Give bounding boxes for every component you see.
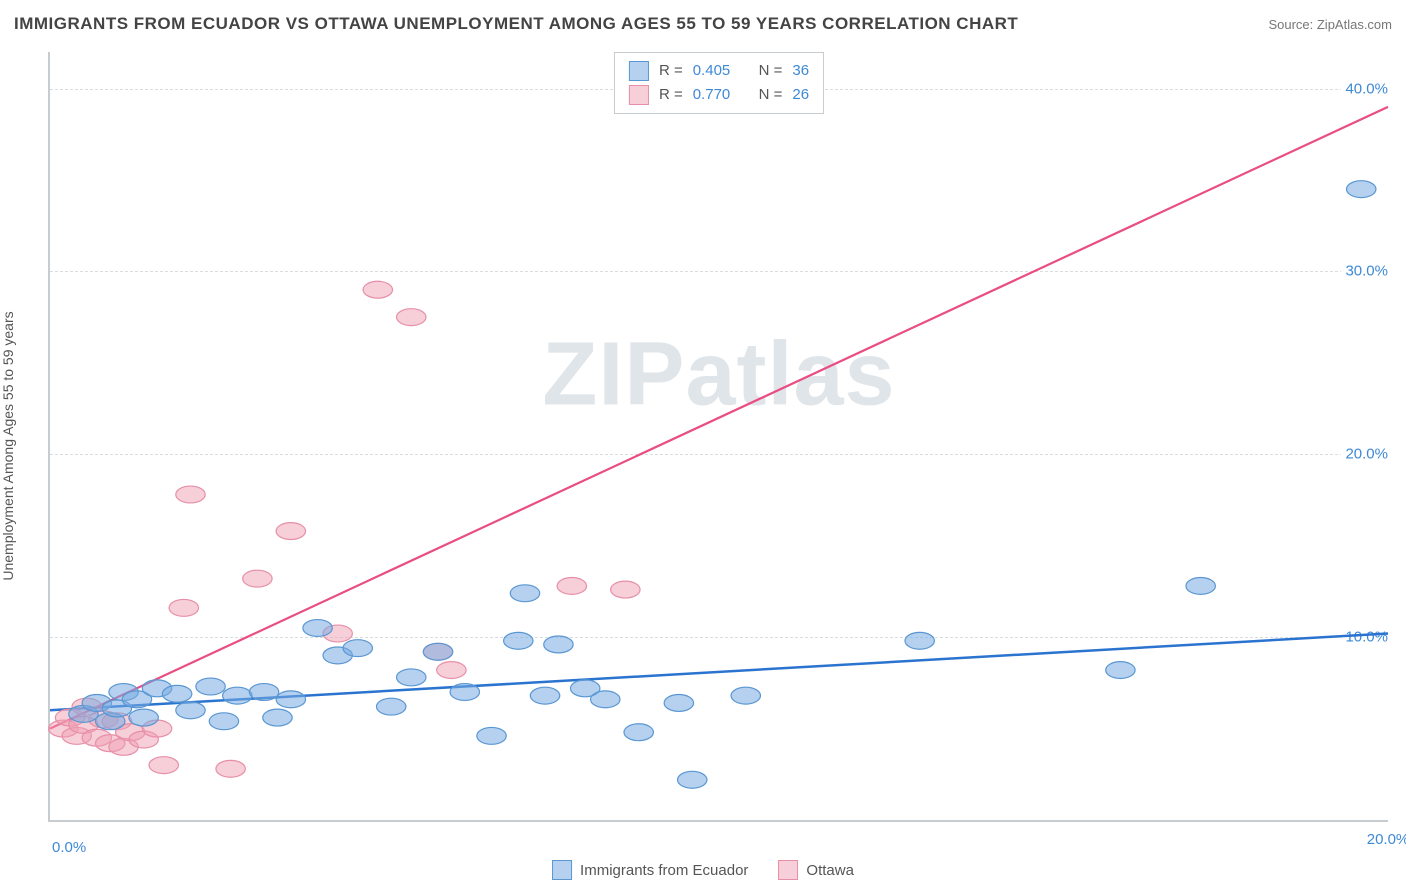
data-point: [363, 281, 392, 298]
y-axis-label: Unemployment Among Ages 55 to 59 years: [0, 311, 16, 580]
source-link[interactable]: ZipAtlas.com: [1317, 17, 1392, 32]
swatch-blue-icon: [629, 61, 649, 81]
data-point: [450, 684, 479, 701]
data-point: [1347, 181, 1376, 198]
data-point: [905, 632, 934, 649]
data-point: [176, 702, 205, 719]
swatch-pink-icon: [778, 860, 798, 880]
swatch-blue-icon: [552, 860, 572, 880]
data-point: [557, 577, 586, 594]
data-point: [129, 709, 158, 726]
source-label: Source: ZipAtlas.com: [1268, 17, 1392, 32]
data-point: [611, 581, 640, 598]
data-point: [249, 684, 278, 701]
scatter-svg: [50, 52, 1388, 820]
x-axis-legend: Immigrants from Ecuador Ottawa: [552, 860, 854, 880]
data-point: [437, 662, 466, 679]
data-point: [1106, 662, 1135, 679]
legend-item-2: Ottawa: [778, 860, 854, 880]
data-point: [343, 640, 372, 657]
data-point: [162, 685, 191, 702]
stats-legend: R = 0.405 N = 36 R = 0.770 N = 26: [614, 52, 824, 114]
y-tick-zero: 0.0%: [52, 839, 86, 856]
stats-row-1: R = 0.405 N = 36: [629, 59, 809, 83]
data-point: [169, 599, 198, 616]
data-point: [223, 687, 252, 704]
data-point: [731, 687, 760, 704]
stats-row-2: R = 0.770 N = 26: [629, 83, 809, 107]
data-point: [1186, 577, 1215, 594]
data-point: [216, 760, 245, 777]
trend-line: [50, 107, 1388, 729]
title-bar: IMMIGRANTS FROM ECUADOR VS OTTAWA UNEMPL…: [14, 14, 1392, 34]
plot-frame: ZIPatlas 10.0%20.0%30.0%40.0% R = 0.405 …: [48, 52, 1388, 822]
data-point: [678, 771, 707, 788]
data-point: [477, 727, 506, 744]
data-point: [196, 678, 225, 695]
chart-title: IMMIGRANTS FROM ECUADOR VS OTTAWA UNEMPL…: [14, 14, 1018, 34]
data-point: [530, 687, 559, 704]
data-point: [397, 309, 426, 326]
data-point: [276, 691, 305, 708]
data-point: [303, 620, 332, 637]
data-point: [423, 643, 452, 660]
data-point: [276, 523, 305, 540]
data-point: [664, 695, 693, 712]
data-point: [510, 585, 539, 602]
data-point: [209, 713, 238, 730]
data-point: [504, 632, 533, 649]
data-point: [544, 636, 573, 653]
swatch-pink-icon: [629, 85, 649, 105]
data-point: [397, 669, 426, 686]
data-point: [376, 698, 405, 715]
data-point: [263, 709, 292, 726]
legend-item-1: Immigrants from Ecuador: [552, 860, 748, 880]
data-point: [591, 691, 620, 708]
plot-area: ZIPatlas 10.0%20.0%30.0%40.0% R = 0.405 …: [48, 52, 1388, 822]
data-point: [176, 486, 205, 503]
x-tick-label: 20.0%: [1367, 831, 1406, 848]
data-point: [243, 570, 272, 587]
data-point: [624, 724, 653, 741]
data-point: [149, 757, 178, 774]
